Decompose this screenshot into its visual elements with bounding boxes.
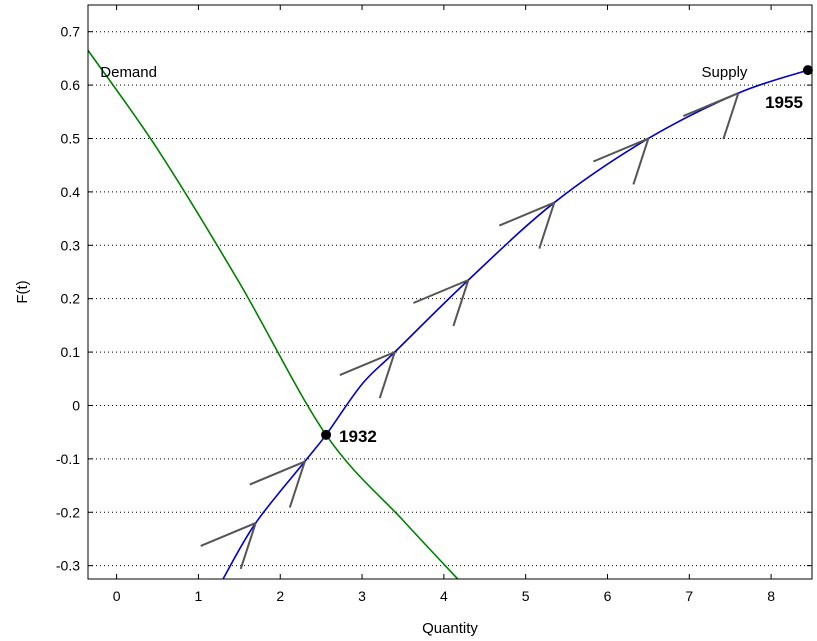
point-label-1955: 1955: [765, 93, 803, 112]
arrow: [413, 279, 470, 327]
arrow-stroke: [378, 351, 396, 399]
arrow: [682, 92, 740, 140]
y-tick-label: 0.4: [61, 184, 81, 200]
arrow-stroke: [413, 279, 469, 304]
x-tick-label: 6: [604, 588, 612, 604]
x-tick-label: 8: [767, 588, 775, 604]
y-axis-title: F(t): [14, 280, 31, 303]
series-layer: [87, 49, 809, 580]
arrow-stroke: [452, 279, 470, 327]
arrow: [339, 351, 396, 399]
arrow-stroke: [498, 201, 555, 227]
grid: [88, 31, 812, 567]
arrow-stroke: [632, 138, 650, 185]
arrow-stroke: [592, 137, 649, 163]
supply-label: Supply: [702, 64, 748, 81]
y-tick-label: -0.2: [56, 504, 80, 520]
annotations-layer: Demand Supply: [100, 64, 748, 81]
x-tick-label: 7: [685, 588, 693, 604]
y-tick-label: 0.3: [61, 237, 81, 253]
demand-label: Demand: [100, 64, 157, 81]
points-layer: 1932 1955: [321, 65, 813, 446]
supply-curve: [222, 69, 809, 580]
arrow: [200, 522, 257, 570]
x-tick-label: 4: [440, 588, 448, 604]
demand-curve: [87, 49, 459, 580]
x-tick-label: 2: [276, 588, 284, 604]
x-tick-label: 3: [358, 588, 366, 604]
point-1932: [321, 429, 332, 440]
arrow-stroke: [239, 522, 257, 570]
arrow-stroke: [200, 522, 257, 547]
y-tick-label: 0.1: [61, 344, 81, 360]
y-tick-label: 0.6: [61, 77, 81, 93]
plot-background: [88, 5, 812, 579]
arrow-stroke: [722, 92, 740, 140]
y-tick-label: 0.5: [61, 130, 81, 146]
y-tick-label: -0.1: [56, 451, 80, 467]
arrow: [592, 137, 650, 185]
arrow-stroke: [538, 202, 556, 249]
y-tick-label: 0: [72, 397, 80, 413]
arrow: [249, 460, 306, 508]
x-tick-label: 0: [113, 588, 121, 604]
arrow-stroke: [288, 461, 306, 508]
arrows-layer: [200, 92, 740, 570]
arrow: [498, 201, 556, 249]
plot-frame: [87, 4, 813, 580]
point-1955: [802, 65, 813, 76]
x-tick-label: 1: [195, 588, 203, 604]
arrow-stroke: [682, 92, 739, 118]
y-tick-label: 0.2: [61, 291, 81, 307]
x-tick-label: 5: [522, 588, 530, 604]
arrow-stroke: [339, 351, 396, 376]
point-label-1932: 1932: [339, 427, 377, 446]
y-tick-label: -0.3: [56, 558, 80, 574]
ticks: -0.3 -0.2 -0.1 0 0.1 0.2 0.3 0.4 0.5 0.6 0.7 0 1 2 3 4 5…: [56, 5, 812, 604]
arrow-stroke: [249, 460, 306, 486]
y-tick-label: 0.7: [61, 24, 81, 40]
x-axis-title: Quantity: [422, 620, 478, 637]
